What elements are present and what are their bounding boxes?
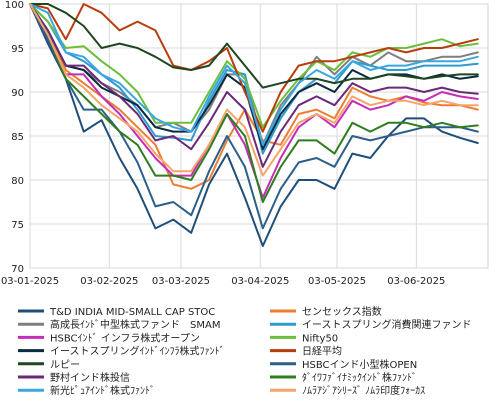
legend-item: HSBCインド小型株OPEN	[270, 358, 417, 371]
grid-layer	[29, 3, 489, 269]
legend-item: 高成長ｲﾝﾄﾞ中型株式ファンド SMAM	[18, 318, 220, 331]
series-line-6	[29, 3, 479, 151]
axis-layer: 70 75 80 85 90 95 100 03-01-2025 03-02-2025 03-03…	[1, 0, 445, 287]
legend-item: ﾉﾑﾗｱｼﾞｱｼﾘｰｽﾞ ﾉﾑﾗ印度ﾌｫｰｶｽ	[270, 384, 425, 397]
series-line-8	[29, 3, 479, 89]
y-tick-label: 95	[11, 44, 24, 55]
legend-item: HSBCｲﾝﾄﾞ インフラ株式オープン	[18, 331, 200, 344]
x-tick-label: 03-04-2025	[231, 276, 289, 287]
legend-item: ルピー	[18, 359, 80, 371]
series-line-13	[29, 3, 479, 177]
legend: T&D INDIA MID-SMALL CAP STOC センセックス指数高成長ｲ…	[18, 305, 472, 397]
x-tick-label: 03-05-2025	[308, 276, 366, 287]
y-tick-label: 85	[11, 132, 24, 143]
legend-item: センセックス指数	[270, 305, 382, 318]
series-line-9	[29, 3, 479, 230]
y-tick-label: 80	[11, 176, 24, 187]
series-line-0	[29, 3, 479, 247]
series-line-11	[29, 3, 479, 203]
y-tick-label: 90	[11, 88, 24, 99]
legend-label: Nifty50	[302, 333, 338, 344]
legend-label: HSBCインド小型株OPEN	[302, 358, 417, 371]
legend-label: 野村インド株投信	[50, 371, 130, 384]
y-tick-label: 100	[5, 0, 24, 11]
legend-label: ルピー	[50, 359, 80, 371]
x-tick-label: 03-02-2025	[80, 276, 138, 287]
series-line-5	[29, 3, 479, 129]
legend-label: センセックス指数	[302, 305, 382, 318]
legend-label: イーストスプリングｲﾝﾄﾞｲﾝﾌﾗ株式ﾌｧﾝﾄﾞ	[50, 345, 225, 358]
legend-item: 野村インド株投信	[18, 371, 130, 384]
series-layer	[29, 3, 479, 247]
legend-item: 新光ﾋﾟｭｱｲﾝﾄﾞ株式ﾌｧﾝﾄﾞ	[18, 384, 155, 397]
y-tick-label: 75	[11, 220, 24, 231]
legend-item: ﾀﾞｲﾜﾌｧﾞｲﾅﾐｯｸｲﾝﾄﾞ株ﾌｧﾝﾄﾞ	[270, 371, 417, 384]
legend-item: Nifty50	[270, 333, 338, 344]
legend-label: イーストスプリング消費関連ファンド	[302, 318, 472, 331]
series-line-1	[29, 3, 479, 190]
x-tick-label: 03-01-2025	[1, 276, 59, 287]
y-tick-label: 70	[11, 264, 24, 275]
legend-item: T&D INDIA MID-SMALL CAP STOC	[18, 307, 215, 318]
legend-label: 高成長ｲﾝﾄﾞ中型株式ファンド SMAM	[50, 318, 220, 331]
legend-item: イーストスプリング消費関連ファンド	[270, 318, 472, 331]
series-line-10	[29, 3, 479, 168]
legend-item: イーストスプリングｲﾝﾄﾞｲﾝﾌﾗ株式ﾌｧﾝﾄﾞ	[18, 345, 225, 358]
x-tick-label: 03-03-2025	[152, 276, 210, 287]
series-line-12	[29, 3, 479, 146]
legend-label: T&D INDIA MID-SMALL CAP STOC	[49, 307, 215, 318]
legend-label: HSBCｲﾝﾄﾞ インフラ株式オープン	[50, 331, 200, 344]
legend-label: 日経平均	[302, 345, 342, 358]
legend-label: 新光ﾋﾟｭｱｲﾝﾄﾞ株式ﾌｧﾝﾄﾞ	[50, 384, 155, 397]
legend-label: ﾉﾑﾗｱｼﾞｱｼﾘｰｽﾞ ﾉﾑﾗ印度ﾌｫｰｶｽ	[302, 384, 425, 397]
legend-item: 日経平均	[270, 345, 342, 358]
x-tick-label: 03-06-2025	[387, 276, 445, 287]
legend-label: ﾀﾞｲﾜﾌｧﾞｲﾅﾐｯｸｲﾝﾄﾞ株ﾌｧﾝﾄﾞ	[302, 371, 417, 384]
